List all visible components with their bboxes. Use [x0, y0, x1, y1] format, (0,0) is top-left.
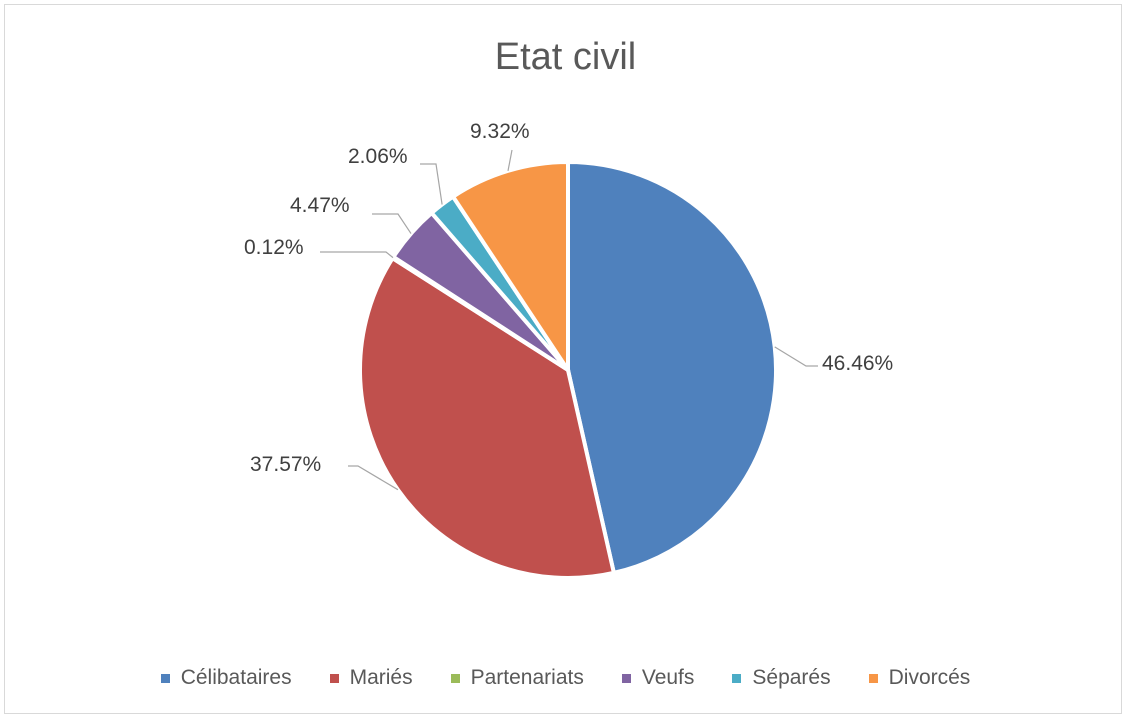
legend-label: Partenariats [471, 666, 584, 690]
leader-line-Célibataires [775, 347, 818, 366]
legend-swatch [451, 674, 460, 683]
leader-line-Séparés [420, 164, 442, 205]
legend-item-Partenariats: Partenariats [451, 666, 584, 690]
legend-item-Séparés: Séparés [732, 666, 830, 690]
legend-swatch [869, 674, 878, 683]
legend-label: Mariés [350, 666, 413, 690]
legend-item-Mariés: Mariés [330, 666, 413, 690]
data-label-Mariés: 37.57% [250, 453, 321, 476]
chart-legend: Célibataires Mariés Partenariats Veufs Sépar… [0, 666, 1131, 690]
legend-swatch [622, 674, 631, 683]
legend-swatch [161, 674, 170, 683]
data-label-Partenariats: 0.12% [244, 236, 304, 259]
leader-line-Veufs [372, 214, 411, 234]
data-label-Célibataires: 46.46% [822, 352, 893, 375]
legend-item-Divorcés: Divorcés [869, 666, 971, 690]
pie-slices [360, 162, 776, 578]
legend-label: Veufs [642, 666, 695, 690]
data-label-Séparés: 2.06% [348, 145, 408, 168]
data-label-Veufs: 4.47% [290, 194, 350, 217]
legend-item-Célibataires: Célibataires [161, 666, 292, 690]
legend-swatch [732, 674, 741, 683]
legend-label: Célibataires [181, 666, 292, 690]
legend-item-Veufs: Veufs [622, 666, 695, 690]
leader-line-Partenariats [320, 252, 393, 258]
legend-label: Séparés [752, 666, 830, 690]
data-label-Divorcés: 9.32% [470, 120, 530, 143]
legend-label: Divorcés [889, 666, 971, 690]
legend-swatch [330, 674, 339, 683]
